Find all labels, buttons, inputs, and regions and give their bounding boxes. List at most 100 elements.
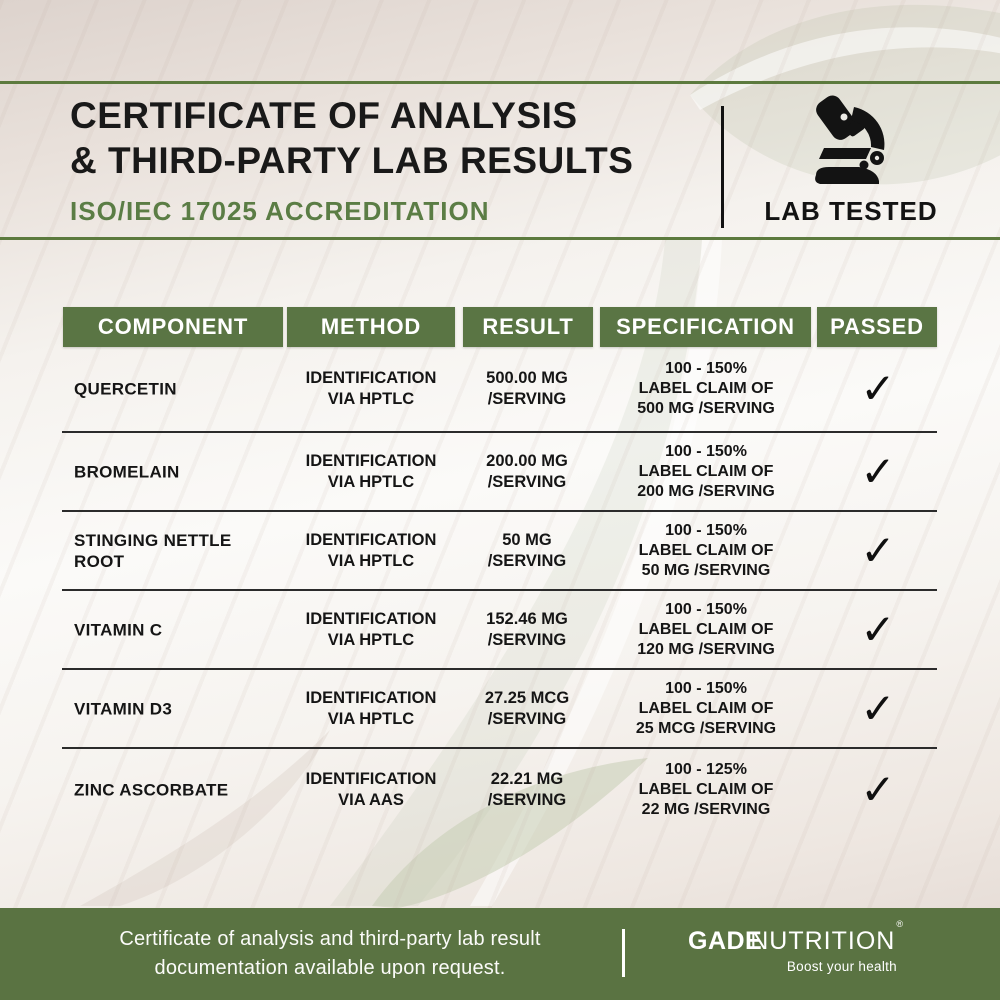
- result-cell: 200.00 MG /SERVING: [452, 451, 602, 493]
- accreditation-subtitle: ISO/IEC 17025 ACCREDITATION: [70, 196, 490, 226]
- spec-line2: LABEL CLAIM OF: [638, 699, 774, 717]
- table-row-bromelain: BROMELAIN IDENTIFICATION VIA HPTLC 200.0…: [62, 433, 937, 512]
- table-row-vitamin-c: VITAMIN C IDENTIFICATION VIA HPTLC 152.4…: [62, 591, 937, 670]
- result-line2: /SERVING: [487, 472, 567, 491]
- result-line1: 200.00 MG: [486, 451, 568, 470]
- spec-line2: LABEL CLAIM OF: [638, 541, 774, 559]
- brand-tagline: Boost your health: [786, 959, 897, 974]
- footer-note-line1: Certificate of analysis and third-party …: [119, 928, 541, 950]
- result-line1: 500.00 MG: [486, 369, 568, 387]
- component-cell: BROMELAIN: [74, 462, 180, 481]
- specification-cell: 100 - 150% LABEL CLAIM OF 200 MG /SERVIN…: [590, 442, 822, 502]
- result-line2: /SERVING: [487, 551, 567, 570]
- component-cell: QUERCETIN: [74, 379, 177, 399]
- checkmark-icon: ✓: [860, 525, 896, 575]
- checkmark-icon: ✓: [860, 765, 896, 814]
- footer-note: Certificate of analysis and third-party …: [70, 925, 590, 983]
- lab-tested-label: LAB TESTED: [764, 196, 938, 226]
- column-header-component: COMPONENT: [63, 307, 283, 347]
- result-line2: /SERVING: [487, 390, 567, 408]
- passed-cell: ✓: [819, 608, 937, 651]
- method-line1: IDENTIFICATION: [305, 770, 437, 788]
- component-cell: VITAMIN D3: [74, 699, 173, 718]
- spec-line2: LABEL CLAIM OF: [638, 620, 774, 638]
- specification-cell: 100 - 125% LABEL CLAIM OF 22 MG /SERVING: [590, 760, 822, 820]
- method-line1: IDENTIFICATION: [305, 451, 437, 470]
- column-header-passed: PASSED: [817, 307, 937, 347]
- header-bottom-divider-line: [0, 237, 1000, 240]
- spec-line3: 22 MG /SERVING: [641, 801, 771, 818]
- footer-band: Certificate of analysis and third-party …: [0, 908, 1000, 1000]
- checkmark-icon: ✓: [860, 683, 896, 733]
- page-title-line1: CERTIFICATE OF ANALYSIS: [70, 95, 578, 136]
- method-cell: IDENTIFICATION VIA HPTLC: [287, 368, 455, 410]
- component-cell: VITAMIN C: [74, 620, 163, 639]
- result-line2: /SERVING: [487, 791, 567, 809]
- spec-line2: LABEL CLAIM OF: [638, 462, 774, 480]
- spec-line1: 100 - 150%: [665, 521, 747, 539]
- spec-line1: 100 - 150%: [665, 442, 747, 460]
- method-line1: IDENTIFICATION: [305, 530, 437, 549]
- method-line2: VIA HPTLC: [327, 709, 415, 728]
- specification-cell: 100 - 150% LABEL CLAIM OF 25 MCG /SERVIN…: [590, 679, 822, 739]
- brand-name-light-text: NUTRITION: [750, 926, 896, 955]
- table-row-quercetin: QUERCETIN IDENTIFICATION VIA HPTLC 500.0…: [62, 347, 937, 433]
- method-line2: VIA AAS: [338, 791, 404, 809]
- brand-name-bold: GADE: [688, 926, 763, 955]
- passed-cell: ✓: [819, 450, 937, 493]
- header-vertical-divider: [721, 106, 724, 228]
- spec-line3: 500 MG /SERVING: [637, 400, 775, 417]
- method-line2: VIA HPTLC: [327, 472, 415, 491]
- result-cell: 50 MG /SERVING: [452, 530, 602, 572]
- spec-line2: LABEL CLAIM OF: [638, 781, 774, 798]
- column-header-specification: SPECIFICATION: [600, 307, 811, 347]
- checkmark-icon: ✓: [860, 604, 896, 654]
- passed-cell: ✓: [819, 529, 937, 572]
- result-line2: /SERVING: [487, 709, 567, 728]
- header-title-block: CERTIFICATE OF ANALYSIS & THIRD-PARTY LA…: [70, 93, 633, 227]
- method-line2: VIA HPTLC: [327, 551, 415, 570]
- registered-trademark-symbol: ®: [896, 918, 904, 929]
- brand-name-light: NUTRITION®: [750, 919, 903, 956]
- method-line1: IDENTIFICATION: [305, 609, 437, 628]
- method-line1: IDENTIFICATION: [305, 688, 437, 707]
- method-cell: IDENTIFICATION VIA HPTLC: [287, 609, 455, 651]
- result-line1: 152.46 MG: [486, 609, 568, 628]
- result-cell: 152.46 MG /SERVING: [452, 609, 602, 651]
- method-line2: VIA HPTLC: [327, 630, 415, 649]
- spec-line2: LABEL CLAIM OF: [638, 380, 774, 397]
- checkmark-icon: ✓: [860, 364, 896, 413]
- checkmark-icon: ✓: [860, 446, 896, 496]
- table-row-zinc-ascorbate: ZINC ASCORBATE IDENTIFICATION VIA AAS 22…: [62, 749, 937, 831]
- method-line1: IDENTIFICATION: [305, 369, 437, 387]
- result-cell: 500.00 MG /SERVING: [452, 368, 602, 410]
- result-line1: 50 MG: [502, 530, 552, 549]
- results-table-body: QUERCETIN IDENTIFICATION VIA HPTLC 500.0…: [62, 347, 937, 831]
- result-line1: 22.21 MG: [490, 770, 564, 788]
- column-header-method: METHOD: [287, 307, 455, 347]
- specification-cell: 100 - 150% LABEL CLAIM OF 500 MG /SERVIN…: [590, 359, 822, 419]
- brand-logo: GADE NUTRITION® Boost your health: [688, 919, 903, 975]
- footer-vertical-divider: [622, 929, 625, 977]
- result-line1: 27.25 MCG: [484, 688, 570, 707]
- passed-cell: ✓: [819, 769, 937, 811]
- page-title: CERTIFICATE OF ANALYSIS & THIRD-PARTY LA…: [70, 93, 633, 183]
- method-cell: IDENTIFICATION VIA AAS: [287, 769, 455, 811]
- spec-line3: 120 MG /SERVING: [637, 640, 775, 658]
- spec-line1: 100 - 150%: [665, 600, 747, 618]
- method-line2: VIA HPTLC: [327, 390, 415, 408]
- lab-tested-badge: LAB TESTED: [762, 94, 940, 227]
- method-cell: IDENTIFICATION VIA HPTLC: [287, 688, 455, 730]
- component-cell: STINGING NETTLE ROOT: [74, 530, 232, 571]
- page-title-line2: & THIRD-PARTY LAB RESULTS: [70, 140, 634, 181]
- table-row-vitamin-d3: VITAMIN D3 IDENTIFICATION VIA HPTLC 27.2…: [62, 670, 937, 749]
- spec-line1: 100 - 125%: [665, 761, 747, 778]
- spec-line3: 25 MCG /SERVING: [635, 719, 777, 737]
- footer-note-line2: documentation available upon request.: [154, 957, 506, 979]
- result-cell: 22.21 MG /SERVING: [452, 769, 602, 811]
- spec-line3: 200 MG /SERVING: [637, 482, 775, 500]
- method-cell: IDENTIFICATION VIA HPTLC: [287, 530, 455, 572]
- method-cell: IDENTIFICATION VIA HPTLC: [287, 451, 455, 493]
